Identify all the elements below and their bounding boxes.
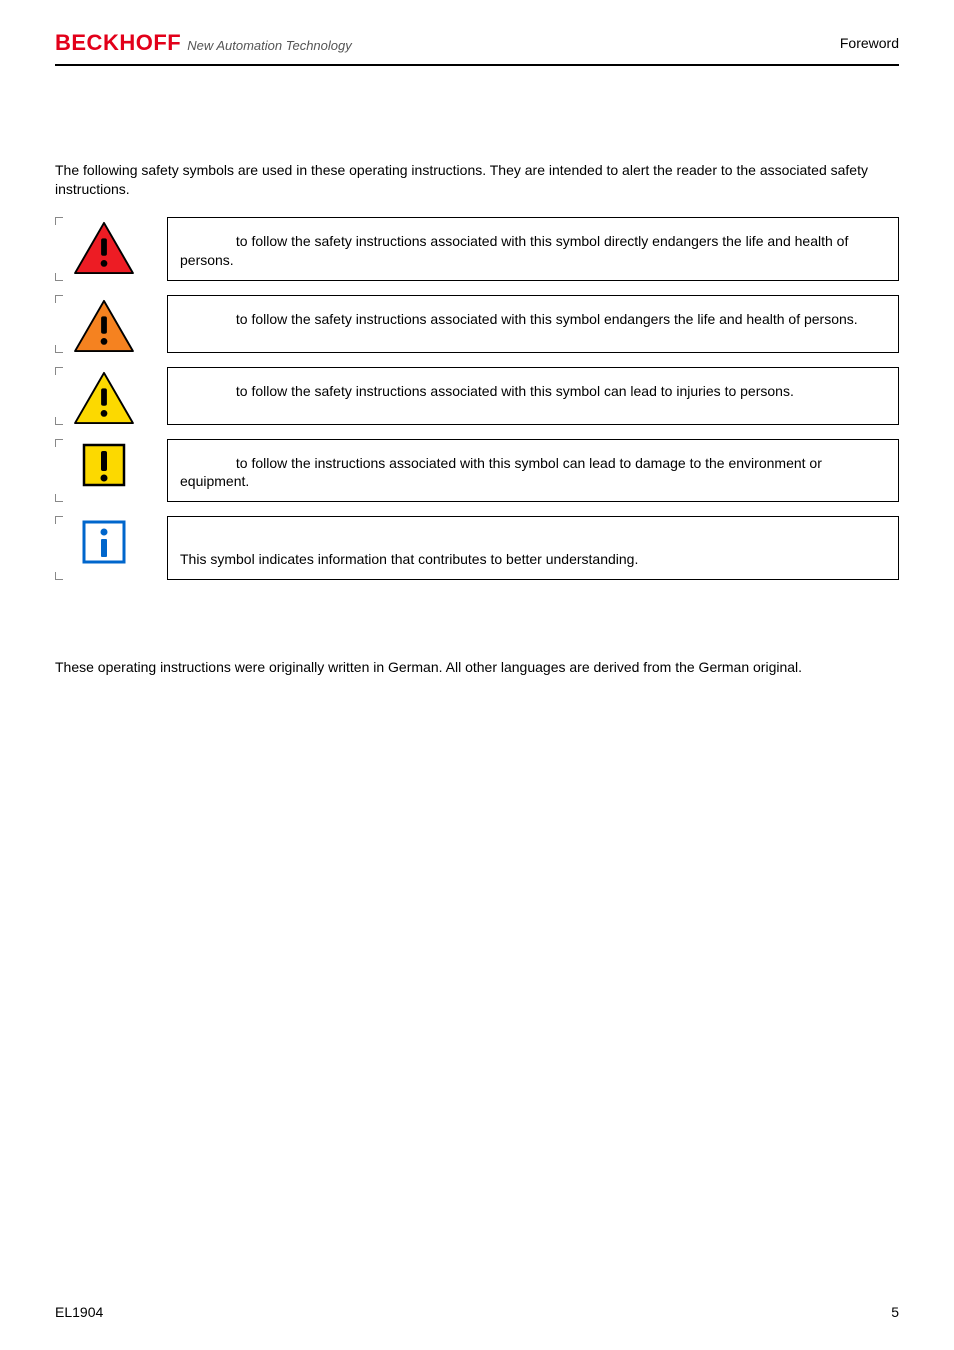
logo-main: BECKHOFF: [55, 30, 181, 56]
logo-sub: New Automation Technology: [187, 38, 352, 53]
warning-triangle-icon: [73, 299, 135, 353]
danger-row: to follow the safety instructions associ…: [55, 217, 899, 281]
caution-text-box: to follow the safety instructions associ…: [167, 367, 899, 425]
danger-text: to follow the safety instructions associ…: [180, 233, 848, 268]
caution-icon-col: [55, 367, 153, 425]
note-text-box: This symbol indicates information that c…: [167, 516, 899, 580]
danger-text-box: to follow the safety instructions associ…: [167, 217, 899, 281]
footer-right: 5: [891, 1304, 899, 1320]
warning-text: to follow the safety instructions associ…: [232, 311, 858, 327]
page-header: BECKHOFF New Automation Technology Forew…: [55, 30, 899, 66]
intro-paragraph: The following safety symbols are used in…: [55, 161, 899, 199]
caution-text: to follow the safety instructions associ…: [232, 383, 794, 399]
caution-row: to follow the safety instructions associ…: [55, 367, 899, 425]
caution-triangle-icon: [73, 371, 135, 425]
footer-left: EL1904: [55, 1304, 103, 1320]
note-text: This symbol indicates information that c…: [180, 551, 638, 567]
note-row: This symbol indicates information that c…: [55, 516, 899, 580]
warning-text-box: to follow the safety instructions associ…: [167, 295, 899, 353]
info-square-icon: [82, 520, 126, 564]
warning-row: to follow the safety instructions associ…: [55, 295, 899, 353]
attention-text: to follow the instructions associated wi…: [180, 455, 822, 490]
note-icon-col: [55, 516, 153, 580]
page-footer: EL1904 5: [55, 1304, 899, 1320]
danger-icon-col: [55, 217, 153, 281]
attention-square-icon: [82, 443, 126, 487]
danger-triangle-icon: [73, 221, 135, 275]
section-title: Foreword: [840, 35, 899, 51]
attention-icon-col: [55, 439, 153, 503]
logo: BECKHOFF New Automation Technology: [55, 30, 352, 56]
closing-paragraph: These operating instructions were origin…: [55, 658, 899, 677]
attention-text-box: to follow the instructions associated wi…: [167, 439, 899, 503]
warning-icon-col: [55, 295, 153, 353]
attention-row: to follow the instructions associated wi…: [55, 439, 899, 503]
